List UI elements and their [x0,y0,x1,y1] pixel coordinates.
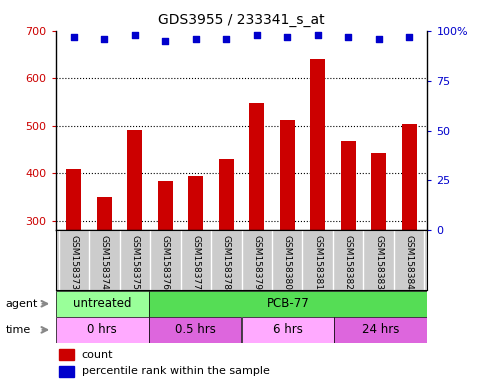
Text: PCB-77: PCB-77 [267,297,310,310]
Text: 0 hrs: 0 hrs [87,323,117,336]
Text: GSM158382: GSM158382 [344,235,353,290]
Text: GSM158384: GSM158384 [405,235,413,290]
Text: untreated: untreated [73,297,131,310]
Text: GSM158380: GSM158380 [283,235,292,290]
Point [222,36,230,42]
Bar [149,317,242,343]
Point [344,34,352,40]
Point [161,38,169,44]
Bar [66,169,82,230]
Point [131,31,139,38]
Bar [157,181,173,230]
Text: GSM158377: GSM158377 [191,235,200,290]
Point [314,31,322,38]
Bar [341,141,356,230]
Bar [188,176,203,230]
Text: 6 hrs: 6 hrs [273,323,303,336]
Bar [59,349,74,360]
Text: percentile rank within the sample: percentile rank within the sample [82,366,270,376]
Point [375,36,383,42]
Text: count: count [82,349,113,359]
Text: GSM158373: GSM158373 [70,235,78,290]
Text: time: time [6,325,31,335]
Point [253,31,261,38]
Bar [334,317,427,343]
Bar [242,317,334,343]
Bar [371,153,386,230]
Bar [280,120,295,230]
Bar [219,159,234,230]
Bar [401,124,417,230]
Bar [56,317,149,343]
Text: GSM158375: GSM158375 [130,235,139,290]
Point [100,36,108,42]
Bar [56,291,149,317]
Bar [97,197,112,230]
Text: GSM158378: GSM158378 [222,235,231,290]
Point [405,34,413,40]
Point [192,36,199,42]
Bar [59,366,74,377]
Bar [249,103,264,230]
Text: GSM158374: GSM158374 [100,235,109,290]
Text: 24 hrs: 24 hrs [362,323,399,336]
Text: GSM158383: GSM158383 [374,235,383,290]
Text: 0.5 hrs: 0.5 hrs [174,323,215,336]
Point [284,34,291,40]
Point [70,34,78,40]
Bar [310,59,326,230]
Text: GSM158381: GSM158381 [313,235,322,290]
Bar [149,291,427,317]
Text: GSM158376: GSM158376 [161,235,170,290]
Text: agent: agent [6,299,38,309]
Title: GDS3955 / 233341_s_at: GDS3955 / 233341_s_at [158,13,325,27]
Text: GSM158379: GSM158379 [252,235,261,290]
Bar [127,130,142,230]
